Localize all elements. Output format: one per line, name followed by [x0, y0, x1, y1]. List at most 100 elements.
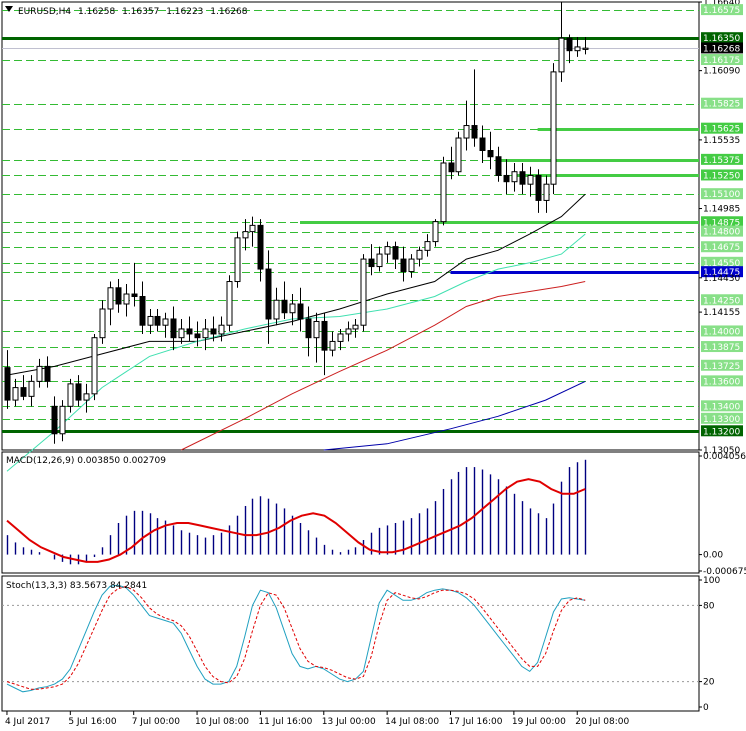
candle-body-bull — [408, 258, 415, 273]
candle[interactable] — [265, 250, 272, 344]
chevron-down-icon[interactable] — [5, 6, 13, 12]
candle[interactable] — [376, 246, 383, 272]
candle[interactable] — [115, 279, 122, 313]
candle[interactable] — [289, 294, 296, 326]
candle-body-bear — [210, 328, 217, 335]
candle[interactable] — [360, 254, 367, 332]
candle[interactable] — [36, 358, 43, 388]
macd-pane[interactable]: 0.004056 0.00 -0.000675 MACD(12,26,9) 0.00… — [6, 452, 746, 577]
stochastic-pane[interactable]: 100 80 20 0 Stoch(13,3,3) 83.5673 84.2841 — [2, 576, 720, 713]
price-tag-label: 1.14550 — [703, 259, 740, 269]
candle[interactable] — [59, 400, 66, 442]
candle[interactable] — [194, 321, 201, 347]
candle[interactable] — [313, 312, 320, 363]
candle[interactable] — [12, 378, 19, 407]
candle[interactable] — [226, 275, 233, 332]
candle[interactable] — [139, 281, 146, 334]
candle[interactable] — [345, 321, 352, 342]
candle[interactable] — [91, 333, 98, 401]
candle-body-bull — [202, 328, 209, 339]
candle[interactable] — [178, 318, 185, 344]
candle-body-bull — [345, 328, 352, 335]
candle[interactable] — [305, 306, 312, 357]
candle[interactable] — [558, 2, 565, 82]
candle[interactable] — [582, 36, 589, 55]
candle[interactable] — [543, 175, 550, 213]
candle-body-bear — [479, 137, 486, 152]
candle[interactable] — [408, 254, 415, 278]
candle[interactable] — [566, 34, 573, 64]
candle[interactable] — [281, 281, 288, 319]
candle[interactable] — [67, 378, 74, 413]
candle-body-bear — [75, 383, 82, 401]
stochastic-pane-frame — [1, 575, 700, 712]
candle[interactable] — [4, 350, 11, 409]
candle[interactable] — [448, 146, 455, 180]
macd-pane-frame — [1, 451, 700, 574]
candle[interactable] — [432, 219, 439, 247]
candle[interactable] — [440, 156, 447, 226]
candle[interactable] — [519, 162, 526, 195]
macd-axis: 0.004056 0.00 -0.000675 — [699, 452, 746, 577]
candle[interactable] — [147, 308, 154, 334]
candle[interactable] — [83, 383, 90, 413]
candle[interactable] — [154, 308, 161, 332]
candle-body-bull — [162, 318, 169, 326]
candle[interactable] — [186, 316, 193, 342]
candle-body-bull — [424, 241, 431, 251]
candle[interactable] — [28, 375, 35, 407]
candle[interactable] — [384, 241, 391, 263]
candle[interactable] — [479, 125, 486, 163]
candle[interactable] — [99, 300, 106, 344]
candle[interactable] — [352, 318, 359, 338]
candle[interactable] — [503, 159, 510, 195]
candle[interactable] — [527, 166, 534, 197]
candle[interactable] — [20, 375, 27, 401]
candle[interactable] — [424, 234, 431, 257]
macd-signal-line — [6, 478, 586, 563]
price-pane[interactable]: 1.166401.165751.163501.162681.161751.160… — [2, 0, 743, 472]
candle[interactable] — [51, 396, 58, 444]
candle[interactable] — [321, 312, 328, 376]
candle[interactable] — [297, 287, 304, 332]
open-value: 1.16258 — [78, 7, 115, 17]
candle[interactable] — [574, 36, 581, 57]
candle[interactable] — [242, 219, 249, 251]
candle[interactable] — [511, 162, 518, 192]
candle-body-bull — [91, 337, 98, 395]
candlesticks[interactable] — [4, 2, 589, 444]
candle[interactable] — [416, 246, 423, 267]
candle[interactable] — [123, 284, 130, 317]
candle[interactable] — [329, 331, 336, 357]
candle[interactable] — [337, 328, 344, 351]
candle[interactable] — [210, 316, 217, 342]
candle-body-bear — [321, 320, 328, 351]
candle[interactable] — [170, 306, 177, 351]
candle[interactable] — [257, 219, 264, 282]
candle[interactable] — [107, 281, 114, 326]
candle[interactable] — [44, 356, 51, 388]
candle[interactable] — [535, 169, 542, 213]
candle[interactable] — [162, 312, 169, 338]
candle[interactable] — [550, 63, 557, 195]
candle[interactable] — [273, 287, 280, 326]
candle[interactable] — [400, 246, 407, 282]
candle[interactable] — [234, 231, 241, 288]
candle[interactable] — [392, 241, 399, 270]
candle[interactable] — [218, 316, 225, 342]
candle[interactable] — [368, 244, 375, 276]
candle[interactable] — [249, 216, 256, 247]
low-value: 1.16223 — [166, 7, 203, 17]
candle[interactable] — [495, 146, 502, 182]
candle[interactable] — [487, 131, 494, 170]
candle[interactable] — [202, 318, 209, 351]
candle[interactable] — [455, 131, 462, 176]
candle[interactable] — [131, 262, 138, 307]
candle[interactable] — [463, 100, 470, 151]
candle[interactable] — [471, 69, 478, 147]
candle[interactable] — [75, 375, 82, 407]
price-tag-label: 1.14000 — [703, 327, 740, 337]
price-levels[interactable] — [2, 10, 699, 433]
